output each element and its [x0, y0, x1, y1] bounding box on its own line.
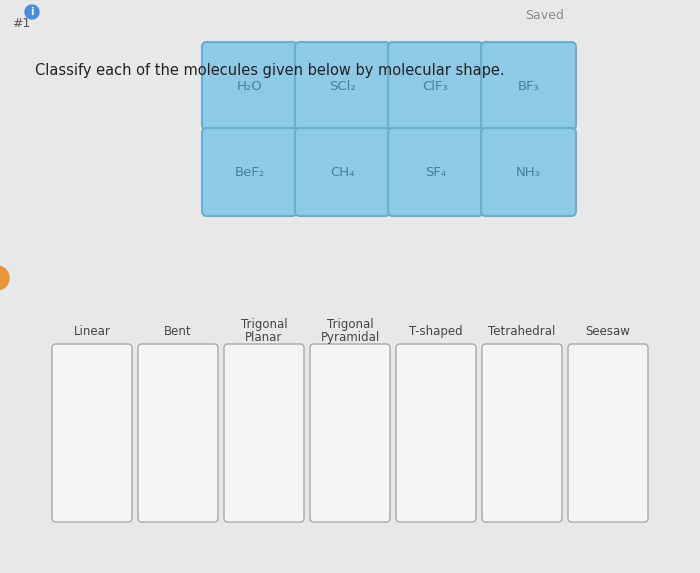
- Text: SF₄: SF₄: [425, 166, 446, 179]
- FancyBboxPatch shape: [295, 128, 390, 216]
- FancyBboxPatch shape: [224, 344, 304, 522]
- Text: Pyramidal: Pyramidal: [321, 331, 379, 344]
- Text: Tetrahedral: Tetrahedral: [489, 325, 556, 338]
- FancyBboxPatch shape: [481, 42, 576, 130]
- FancyBboxPatch shape: [482, 344, 562, 522]
- Text: T-shaped: T-shaped: [410, 325, 463, 338]
- Text: Linear: Linear: [74, 325, 111, 338]
- Text: Seesaw: Seesaw: [586, 325, 631, 338]
- FancyBboxPatch shape: [388, 42, 483, 130]
- FancyBboxPatch shape: [310, 344, 390, 522]
- Text: BF₃: BF₃: [517, 80, 540, 92]
- FancyBboxPatch shape: [396, 344, 476, 522]
- Text: Saved: Saved: [526, 9, 564, 22]
- Text: Trigonal: Trigonal: [241, 318, 287, 331]
- Text: Bent: Bent: [164, 325, 192, 338]
- Text: Trigonal: Trigonal: [327, 318, 373, 331]
- Text: SCl₂: SCl₂: [329, 80, 356, 92]
- Text: ClF₃: ClF₃: [423, 80, 449, 92]
- Circle shape: [0, 266, 9, 290]
- FancyBboxPatch shape: [52, 344, 132, 522]
- Text: Planar: Planar: [245, 331, 283, 344]
- FancyBboxPatch shape: [481, 128, 576, 216]
- Text: Classify each of the molecules given below by molecular shape.: Classify each of the molecules given bel…: [35, 62, 505, 77]
- Text: CH₄: CH₄: [330, 166, 355, 179]
- Text: i: i: [30, 7, 34, 17]
- FancyBboxPatch shape: [202, 42, 297, 130]
- FancyBboxPatch shape: [568, 344, 648, 522]
- FancyBboxPatch shape: [202, 128, 297, 216]
- Circle shape: [25, 5, 39, 19]
- FancyBboxPatch shape: [295, 42, 390, 130]
- Text: BeF₂: BeF₂: [234, 166, 265, 179]
- Text: H₂O: H₂O: [237, 80, 262, 92]
- Text: NH₃: NH₃: [516, 166, 541, 179]
- Text: #1: #1: [12, 17, 30, 30]
- FancyBboxPatch shape: [138, 344, 218, 522]
- FancyBboxPatch shape: [388, 128, 483, 216]
